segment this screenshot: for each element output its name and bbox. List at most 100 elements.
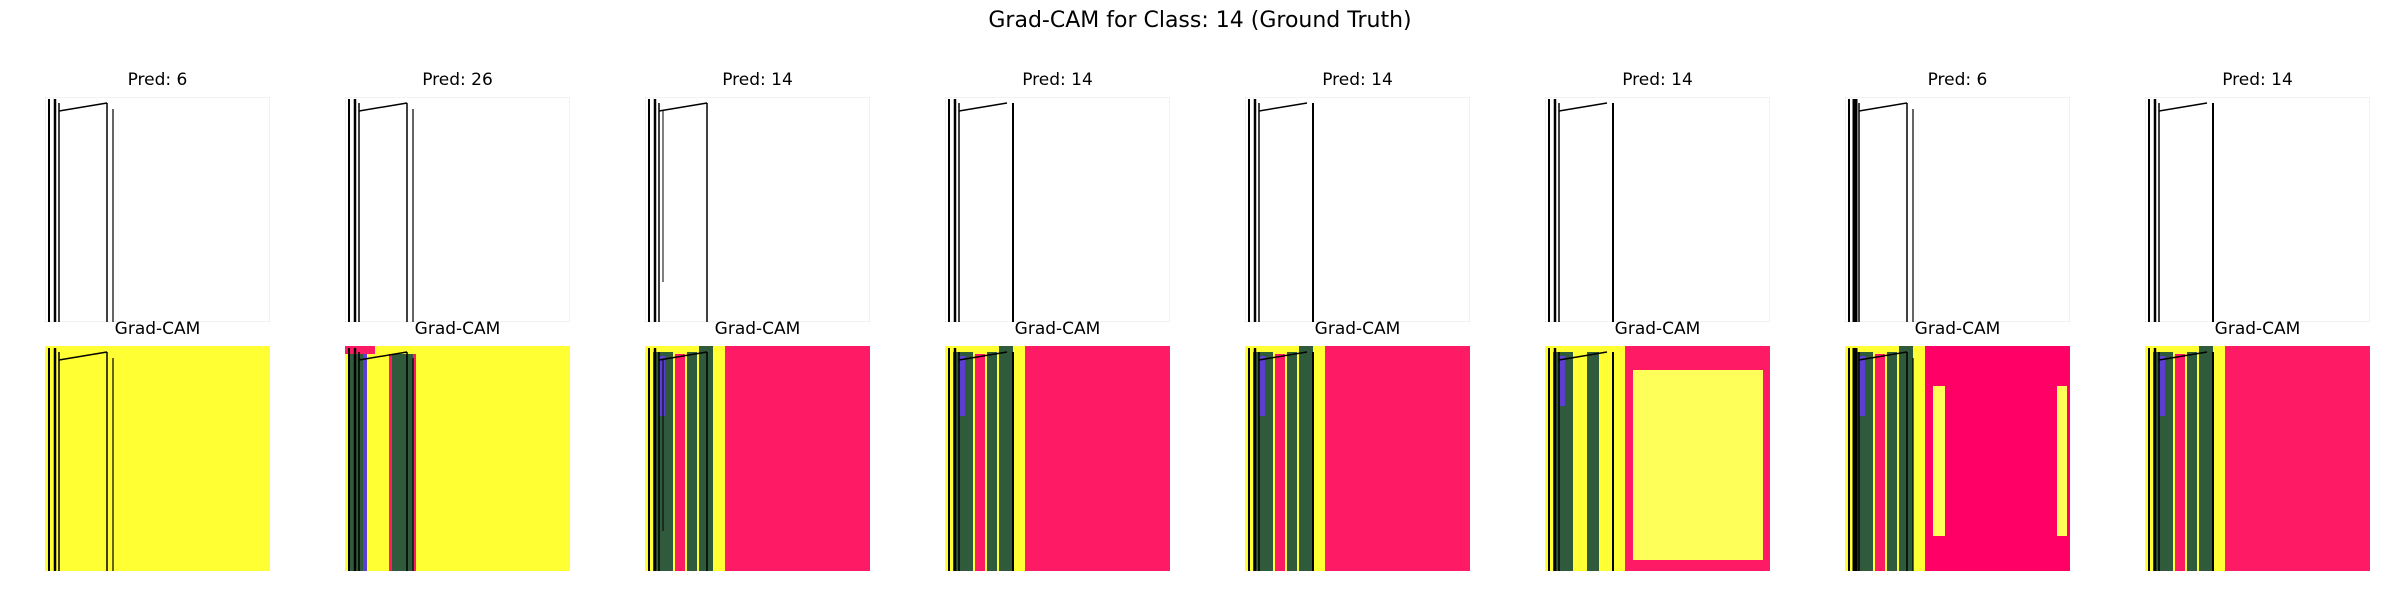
heatmap-region	[975, 354, 985, 571]
sketch-background	[1845, 97, 2070, 322]
sketch-background	[45, 97, 270, 322]
gradcam-label: Grad-CAM	[414, 319, 501, 339]
sketch-strokes	[2148, 348, 2214, 571]
sketch-image	[1545, 97, 1770, 322]
sketch-line	[358, 102, 408, 112]
heatmap-regions	[645, 346, 870, 571]
sketch-strokes	[348, 99, 414, 322]
heatmap-region	[1559, 356, 1565, 406]
sketch-strokes	[1548, 348, 1614, 571]
heatmap-region	[659, 356, 665, 416]
sketch-strokes	[648, 348, 708, 571]
gradcam-label: Grad-CAM	[1914, 319, 2001, 339]
sketch-strokes	[1248, 348, 1314, 571]
heatmap-region	[1933, 386, 1945, 536]
sketch-background	[345, 97, 570, 322]
sketch-background	[1545, 97, 1770, 322]
sketch-line	[358, 351, 408, 361]
heatmap-regions	[1545, 346, 1770, 571]
prediction-label: Pred: 14	[2222, 70, 2293, 90]
sketch-strokes	[48, 99, 114, 322]
heatmap-region	[2187, 352, 2197, 571]
gradcam-heatmap	[1545, 346, 1770, 571]
sketch-background	[1245, 97, 1470, 322]
prediction-label: Pred: 14	[1622, 70, 1693, 90]
sketch-line	[2158, 351, 2208, 361]
sketch-background	[2145, 97, 2370, 322]
heatmap-region	[1253, 352, 1273, 571]
sketch-image	[1245, 97, 1470, 322]
sketch-image	[945, 97, 1170, 322]
heatmap-region	[999, 346, 1013, 571]
sketch-line	[1258, 351, 1308, 361]
sketch-strokes	[1848, 99, 1914, 322]
heatmap-region	[1587, 352, 1599, 571]
heatmap-region	[1299, 346, 1313, 571]
prediction-label: Pred: 6	[1927, 70, 1988, 90]
sketch-strokes	[1548, 99, 1614, 322]
heatmap-region	[1853, 352, 1873, 571]
gradcam-label: Grad-CAM	[1614, 319, 1701, 339]
heatmap-region	[1275, 354, 1285, 571]
sketch-line	[958, 351, 1008, 361]
sketch-line	[958, 102, 1008, 112]
sketch-line	[1258, 102, 1308, 112]
heatmap-region	[1553, 352, 1573, 571]
heatmap-regions	[2145, 346, 2370, 571]
gradcam-heatmap	[2145, 346, 2370, 571]
prediction-label: Pred: 14	[1022, 70, 1093, 90]
heatmap-region	[1899, 346, 1913, 571]
heatmap-regions	[1845, 346, 2070, 571]
heatmap-region	[2199, 346, 2213, 571]
sketch-background	[945, 97, 1170, 322]
gradcam-label: Grad-CAM	[114, 319, 201, 339]
heatmap-region	[413, 354, 416, 571]
sketch-line	[1858, 102, 1908, 112]
heatmap-region	[1887, 352, 1897, 571]
sketch-line	[658, 351, 708, 361]
prediction-label: Pred: 26	[422, 70, 493, 90]
gradcam-heatmap	[345, 346, 570, 571]
gradcam-label: Grad-CAM	[1014, 319, 1101, 339]
heatmap-background	[45, 346, 270, 571]
sketch-strokes	[348, 348, 414, 571]
sketch-background	[645, 97, 870, 322]
heatmap-region	[959, 356, 965, 416]
heatmap-region	[1875, 354, 1885, 571]
sketch-strokes	[1248, 99, 1314, 322]
gradcam-label: Grad-CAM	[2214, 319, 2301, 339]
prediction-label: Pred: 6	[127, 70, 188, 90]
heatmap-regions	[1245, 346, 1470, 571]
sketch-line	[58, 351, 108, 361]
heatmap-region	[675, 354, 685, 571]
sketch-line	[2158, 102, 2208, 112]
heatmap-center	[1633, 370, 1763, 560]
sketch-strokes	[948, 99, 1014, 322]
sketch-line	[58, 102, 108, 112]
heatmap-region	[1287, 352, 1297, 571]
heatmap-region	[987, 352, 997, 571]
heatmap-background	[345, 346, 570, 571]
heatmap-region	[389, 354, 392, 571]
gradcam-heatmap	[1845, 346, 2070, 571]
heatmap-region	[2175, 354, 2185, 571]
gradcam-heatmap	[1245, 346, 1470, 571]
sketch-line	[658, 102, 708, 112]
heatmap-region	[349, 350, 365, 571]
heatmap-regions	[945, 346, 1170, 571]
sketch-line	[1558, 102, 1608, 112]
sketch-strokes	[948, 348, 1014, 571]
heatmap-regions	[345, 346, 570, 571]
gradcam-heatmap	[945, 346, 1170, 571]
sketch-image	[45, 97, 270, 322]
sketch-strokes	[1848, 348, 1914, 571]
sketch-strokes	[2148, 99, 2214, 322]
sketch-line	[1558, 351, 1608, 361]
heatmap-region	[363, 350, 367, 571]
sketch-image	[345, 97, 570, 322]
heatmap-region	[1859, 356, 1865, 416]
heatmap-region	[2159, 356, 2165, 416]
sketch-strokes	[648, 99, 708, 322]
gradcam-label: Grad-CAM	[1314, 319, 1401, 339]
sketch-image	[645, 97, 870, 322]
